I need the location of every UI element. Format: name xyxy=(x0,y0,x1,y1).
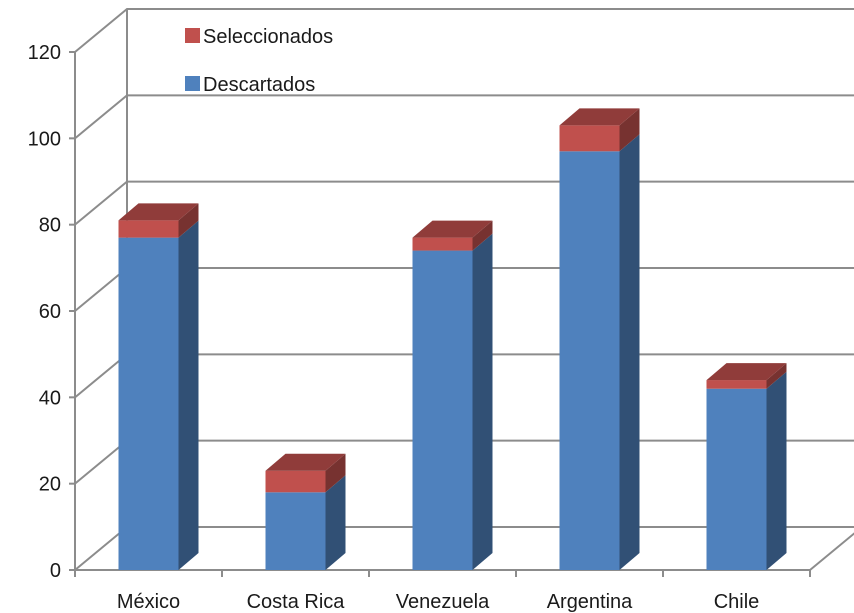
floor-right-edge xyxy=(809,532,854,571)
x-category-label: Chile xyxy=(714,591,760,613)
bar-seleccionados xyxy=(559,125,620,152)
bar-seleccionados xyxy=(265,470,326,493)
bar-descartados xyxy=(265,492,326,570)
y-tick-label: 80 xyxy=(39,215,61,237)
legend-label: Seleccionados xyxy=(203,26,333,48)
bar-side-seleccionados xyxy=(472,220,493,251)
bar-group xyxy=(265,453,346,570)
bar-group xyxy=(412,220,493,571)
bar-descartados xyxy=(559,151,620,571)
x-category-label: Venezuela xyxy=(396,591,490,613)
y-tick-label: 100 xyxy=(28,128,61,150)
bar-group xyxy=(118,203,199,570)
y-tick-label: 0 xyxy=(50,560,61,582)
gridline xyxy=(74,8,854,53)
bar-top-seleccionados xyxy=(559,108,640,126)
y-tick-label: 60 xyxy=(39,301,61,323)
y-axis-tick-labels: 0 20 40 60 80 100 120 xyxy=(28,42,61,582)
legend-swatch xyxy=(185,76,200,91)
bar-side-descartados xyxy=(619,134,640,571)
bar-group xyxy=(706,363,787,570)
bar-side-seleccionados xyxy=(619,108,640,152)
legend: Seleccionados Descartados xyxy=(185,26,333,96)
bar-side-seleccionados xyxy=(178,203,199,238)
legend-swatch xyxy=(185,28,200,43)
x-category-label: Argentina xyxy=(547,591,633,613)
y-tick-label: 40 xyxy=(39,387,61,409)
bar-seleccionados xyxy=(412,237,473,251)
bar-descartados xyxy=(118,237,179,570)
y-tick-label: 120 xyxy=(28,42,61,64)
bars xyxy=(118,108,787,571)
bar-group xyxy=(559,108,640,571)
bar-side-descartados xyxy=(472,233,493,571)
bar-descartados xyxy=(412,250,473,571)
legend-item: Seleccionados xyxy=(185,26,333,48)
legend-label: Descartados xyxy=(203,74,315,96)
y-tick-label: 20 xyxy=(39,474,61,496)
bar-top-seleccionados xyxy=(118,203,199,221)
bar-side-seleccionados xyxy=(766,363,787,389)
bar-descartados xyxy=(706,388,767,570)
legend-item: Descartados xyxy=(185,74,315,96)
x-category-label: México xyxy=(117,591,180,613)
bar-top-seleccionados xyxy=(706,363,787,381)
x-axis-category-labels: México Costa Rica Venezuela Argentina Chile xyxy=(117,591,759,613)
bar-side-seleccionados xyxy=(325,453,346,493)
gridline xyxy=(74,94,854,140)
bar-seleccionados xyxy=(118,220,179,238)
bar-side-descartados xyxy=(325,475,346,570)
x-category-label: Costa Rica xyxy=(247,591,346,613)
bar-side-descartados xyxy=(178,220,199,570)
bar-top-seleccionados xyxy=(265,453,346,471)
bar-seleccionados xyxy=(706,380,767,389)
bar-top-seleccionados xyxy=(412,220,493,238)
bar-side-descartados xyxy=(766,371,787,570)
